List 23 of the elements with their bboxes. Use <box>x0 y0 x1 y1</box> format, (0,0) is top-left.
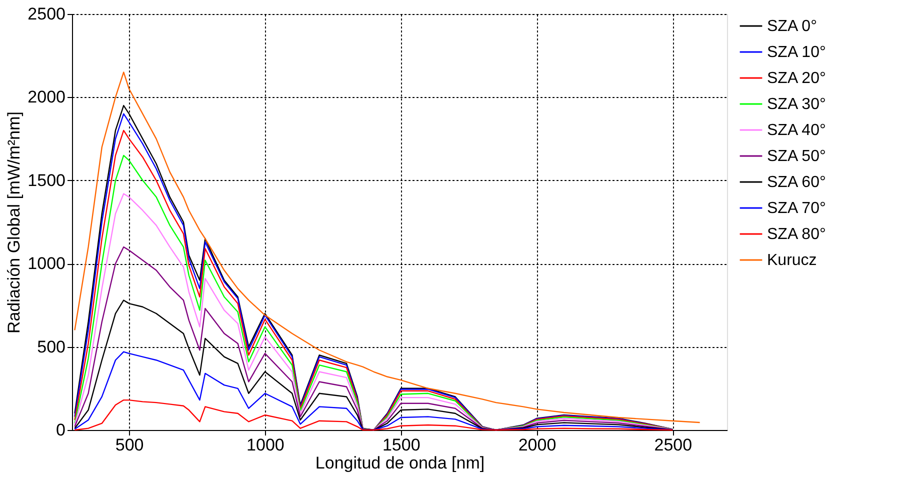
legend-label: SZA 70° <box>767 200 826 217</box>
legend-label: SZA 60° <box>767 174 826 191</box>
x-tick-label: 2500 <box>654 436 692 454</box>
y-tick-label: 500 <box>37 337 66 356</box>
y-tick-label: 1500 <box>28 170 66 190</box>
y-tick-label: 1000 <box>28 254 66 274</box>
legend-label: SZA 50° <box>767 148 826 165</box>
legend-label: Kurucz <box>767 252 817 269</box>
y-axis-title: Radiación Global [mW/m²nm] <box>4 111 24 334</box>
legend-label: SZA 10° <box>767 44 826 61</box>
legend-label: SZA 40° <box>767 122 826 139</box>
x-tick-label: 500 <box>115 436 144 454</box>
x-tick-label: 1000 <box>246 436 284 454</box>
x-axis-title: Longitud de onda [nm] <box>315 454 485 472</box>
y-tick-label: 2500 <box>28 4 66 24</box>
y-tick-label: 0 <box>56 420 66 440</box>
legend-label: SZA 20° <box>767 70 826 87</box>
legend-label: SZA 30° <box>767 96 826 113</box>
y-tick-label: 2000 <box>28 88 66 107</box>
x-tick-label: 1500 <box>382 436 420 454</box>
x-tick-label: 2000 <box>518 436 556 454</box>
legend-label: SZA 80° <box>767 226 826 243</box>
legend-label: SZA 0° <box>767 18 817 35</box>
